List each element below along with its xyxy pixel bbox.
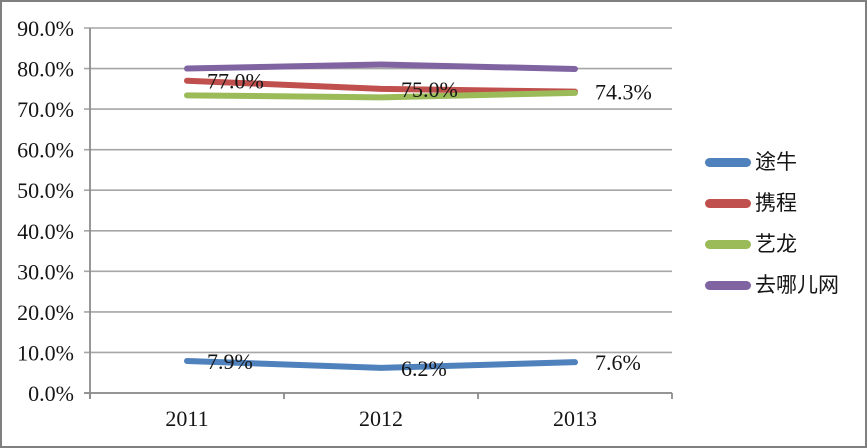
legend-label-tuniu: 途牛	[755, 150, 797, 174]
data-label-tuniu-1: 6.2%	[401, 356, 447, 381]
legend-marker-ctrip	[705, 198, 751, 208]
data-label-ctrip-1: 75.0%	[401, 77, 458, 102]
y-tick-label: 70.0%	[17, 97, 74, 122]
series-line-tuniu	[184, 357, 578, 371]
y-tick-label: 10.0%	[17, 340, 74, 365]
y-tick-label: 0.0%	[28, 381, 74, 406]
series-line-ctrip	[184, 77, 578, 95]
data-label-ctrip-0: 77.0%	[207, 69, 264, 94]
data-label-tuniu-2: 7.6%	[595, 350, 641, 375]
y-tick-label: 80.0%	[17, 57, 74, 82]
y-tick-label: 30.0%	[17, 259, 74, 284]
x-category-label: 2012	[359, 406, 403, 431]
legend-item-tuniu: 途牛	[705, 151, 839, 173]
y-tick-label: 90.0%	[17, 16, 74, 41]
legend-item-qunar: 去哪儿网	[705, 274, 839, 296]
data-label-ctrip-2: 74.3%	[595, 80, 652, 105]
y-tick-label: 50.0%	[17, 178, 74, 203]
y-tick-label: 20.0%	[17, 300, 74, 325]
x-category-label: 2011	[165, 406, 208, 431]
legend-marker-elong	[705, 239, 751, 249]
legend-marker-tuniu	[705, 157, 751, 167]
legend-label-ctrip: 携程	[755, 191, 797, 215]
legend-item-ctrip: 携程	[705, 192, 839, 214]
legend: 途牛 携程 艺龙 去哪儿网	[705, 151, 839, 315]
data-label-tuniu-0: 7.9%	[207, 349, 253, 374]
y-tick-label: 40.0%	[17, 219, 74, 244]
series-line-qunar	[184, 61, 578, 72]
x-category-label: 2013	[553, 406, 597, 431]
legend-label-qunar: 去哪儿网	[755, 273, 839, 297]
y-tick-label: 60.0%	[17, 138, 74, 163]
series-line-elong	[184, 89, 578, 101]
legend-label-elong: 艺龙	[755, 232, 797, 256]
legend-item-elong: 艺龙	[705, 233, 839, 255]
legend-marker-qunar	[705, 280, 751, 290]
